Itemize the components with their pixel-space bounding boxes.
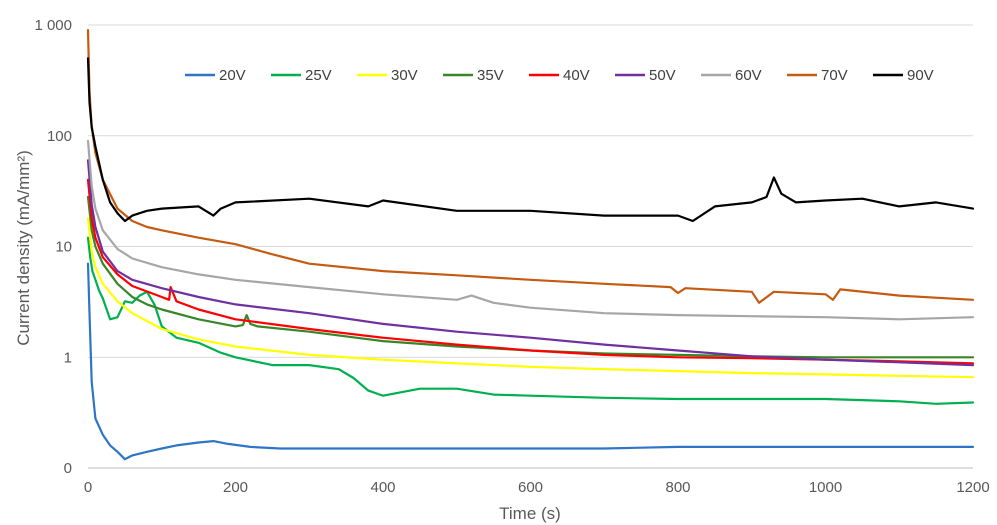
series-line-90V (86, 57, 975, 223)
series-line-50V (86, 159, 975, 367)
legend-label-70V: 70V (821, 67, 848, 84)
series-line-70V (86, 29, 975, 304)
x-tick-label: 1200 (956, 479, 989, 496)
series-line-40V (86, 178, 975, 365)
series-line-30V (86, 217, 975, 379)
x-tick-label: 1000 (809, 479, 842, 496)
legend-label-35V: 35V (477, 67, 504, 84)
series-line-35V (86, 195, 975, 359)
series-line-25V (86, 236, 975, 405)
x-tick-label: 200 (223, 479, 248, 496)
legend-label-40V: 40V (563, 67, 590, 84)
x-tick-label: 400 (370, 479, 395, 496)
y-axis-title: Current density (mA/mm²) (14, 150, 33, 346)
y-tick-label: 10 (55, 239, 72, 256)
y-axis-ticks: 0 1 10 100 1 000 (34, 17, 72, 477)
y-tick-label: 1 (64, 349, 72, 366)
x-axis-title: Time (s) (499, 504, 561, 523)
x-tick-label: 600 (518, 479, 543, 496)
x-tick-label: 800 (665, 479, 690, 496)
legend-label-25V: 25V (305, 67, 332, 84)
y-tick-label: 0 (64, 460, 72, 477)
y-tick-label: 1 000 (34, 17, 72, 34)
x-tick-label: 0 (84, 479, 92, 496)
legend-label-30V: 30V (391, 67, 418, 84)
legend-label-20V: 20V (219, 67, 246, 84)
legend-label-60V: 60V (735, 67, 762, 84)
series-line-60V (86, 139, 975, 321)
plot-area (86, 29, 975, 461)
legend-label-90V: 90V (907, 67, 934, 84)
x-axis-ticks: 0 200 400 600 800 1000 1200 (84, 479, 990, 496)
legend-label-50V: 50V (649, 67, 676, 84)
series-line-20V (86, 262, 975, 461)
y-tick-label: 100 (47, 128, 72, 145)
legend: 20V 25V 30V 35V 40V 50V 60V 70V 90V (185, 67, 934, 84)
